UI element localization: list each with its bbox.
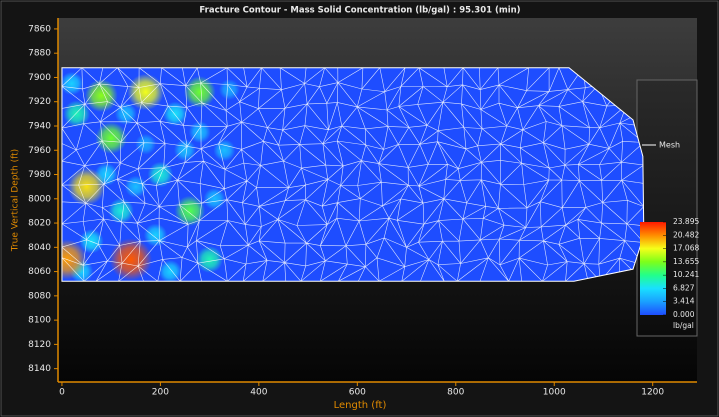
y-tick-label: 7920 [28, 97, 51, 107]
y-tick-label: 8040 [28, 243, 51, 253]
x-tick-label: 0 [59, 388, 65, 398]
y-tick-label: 8020 [28, 219, 51, 229]
hotspot [174, 139, 197, 162]
mesh [61, 67, 644, 282]
y-tick-label: 7900 [28, 73, 51, 83]
y-tick-label: 7880 [28, 49, 51, 59]
y-tick-label: 8140 [28, 364, 51, 374]
hotspot [67, 167, 106, 206]
hotspot [183, 76, 216, 108]
hotspot [143, 223, 168, 247]
x-tick-label: 400 [250, 388, 267, 398]
x-tick-label: 800 [447, 388, 464, 398]
x-axis-label: Length (ft) [334, 400, 387, 411]
y-tick-label: 8060 [28, 267, 51, 277]
hotspot [127, 73, 164, 111]
y-tick-label: 7980 [28, 170, 51, 180]
y-tick-label: 8000 [28, 194, 51, 204]
hotspot [61, 71, 84, 96]
hotspot [162, 101, 188, 127]
colorbar-label: 0.000 [673, 310, 695, 319]
hotspot [84, 79, 118, 113]
x-tick-label: 200 [152, 388, 169, 398]
y-tick-label: 7860 [28, 24, 51, 34]
x-tick-label: 1000 [543, 388, 566, 398]
colorbar-label: 17.068 [673, 244, 699, 253]
y-tick-label: 8100 [28, 316, 51, 326]
colorbar-unit: lb/gal [673, 321, 694, 330]
colorbar-label: 20.482 [673, 230, 699, 239]
x-tick-label: 600 [349, 388, 366, 398]
hotspot [135, 133, 157, 155]
chart-title: Fracture Contour - Mass Solid Concentrat… [199, 6, 520, 16]
hotspot [147, 161, 174, 188]
hotspot [213, 139, 236, 162]
contour-layer [61, 67, 644, 282]
colorbar-label: 13.655 [673, 257, 699, 266]
hotspot [114, 102, 137, 125]
colorbar [640, 222, 666, 315]
colorbar-label: 10.241 [673, 270, 699, 279]
hotspot [203, 187, 226, 210]
fracture-fill [61, 67, 644, 282]
y-tick-label: 7960 [28, 146, 51, 156]
legend-label: Mesh [659, 141, 680, 150]
y-tick-label: 8120 [28, 340, 51, 350]
hotspot [158, 259, 182, 282]
y-tick-label: 8080 [28, 291, 51, 301]
y-tick-label: 7940 [28, 121, 51, 131]
y-axis-label: True Vertical Depth (ft) [11, 149, 21, 252]
colorbar-label: 23.895 [673, 217, 699, 226]
x-tick-label: 1200 [641, 388, 664, 398]
colorbar-label: 3.414 [673, 297, 695, 306]
hotspot [109, 238, 153, 281]
colorbar-label: 6.827 [673, 283, 695, 292]
